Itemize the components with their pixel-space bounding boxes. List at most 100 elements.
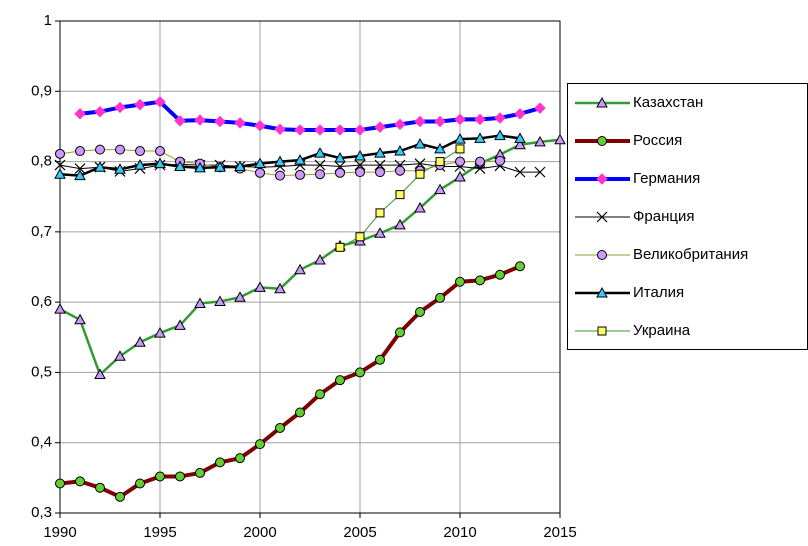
marker	[474, 132, 486, 143]
marker	[374, 227, 386, 238]
marker	[474, 113, 486, 126]
marker	[135, 478, 145, 489]
marker	[234, 291, 246, 302]
marker	[335, 167, 345, 178]
marker	[214, 115, 226, 128]
y-tick-label: 1	[44, 12, 52, 29]
marker	[115, 491, 125, 502]
marker	[596, 286, 608, 298]
marker	[175, 471, 185, 482]
marker	[154, 96, 166, 108]
marker	[154, 327, 166, 338]
marker	[275, 170, 285, 181]
marker	[195, 467, 205, 478]
marker	[174, 319, 186, 330]
marker	[274, 282, 286, 294]
marker	[75, 146, 85, 157]
marker	[294, 154, 306, 165]
x-tick-label: 1995	[143, 524, 176, 541]
marker	[597, 136, 607, 146]
marker	[134, 98, 146, 111]
marker	[94, 105, 106, 118]
legend-label: Казахстан	[633, 94, 703, 111]
marker	[534, 102, 546, 114]
marker	[255, 167, 265, 178]
marker	[334, 124, 346, 136]
marker	[375, 208, 385, 218]
marker	[455, 144, 465, 154]
marker	[94, 368, 106, 380]
marker	[314, 147, 326, 158]
marker	[495, 155, 505, 166]
marker	[374, 147, 386, 158]
marker	[554, 133, 566, 145]
marker	[597, 326, 607, 336]
marker	[114, 163, 126, 174]
y-tick-label: 0,4	[31, 434, 52, 451]
marker	[74, 313, 86, 325]
marker	[434, 142, 446, 154]
marker	[454, 171, 466, 182]
marker	[194, 114, 206, 126]
marker	[255, 439, 265, 450]
marker	[514, 166, 526, 178]
marker	[434, 183, 446, 195]
series	[54, 129, 526, 181]
marker	[295, 169, 305, 180]
marker	[275, 422, 285, 433]
marker	[475, 275, 485, 286]
marker	[114, 350, 126, 361]
marker	[315, 389, 325, 400]
legend-label: Франция	[633, 208, 694, 225]
marker	[75, 476, 85, 487]
y-tick-label: 0,7	[31, 223, 52, 240]
marker	[254, 281, 266, 292]
marker	[294, 124, 306, 136]
x-tick-label: 2010	[443, 524, 476, 541]
marker	[234, 117, 246, 129]
marker	[495, 269, 505, 280]
marker	[475, 156, 485, 167]
marker	[435, 292, 445, 303]
marker	[514, 108, 526, 120]
marker	[274, 123, 286, 135]
marker	[154, 157, 166, 169]
marker	[455, 156, 465, 167]
marker	[194, 161, 206, 173]
marker	[134, 159, 146, 170]
marker	[254, 157, 266, 169]
marker	[54, 159, 66, 171]
marker	[354, 149, 366, 161]
marker	[434, 115, 446, 128]
y-tick-label: 0,8	[31, 153, 52, 170]
marker	[596, 96, 608, 108]
marker	[114, 101, 126, 114]
marker	[395, 190, 405, 200]
y-tick-label: 0,6	[31, 293, 52, 310]
marker	[454, 113, 466, 126]
marker	[95, 482, 105, 493]
legend-label: Италия	[633, 284, 684, 301]
marker	[515, 261, 525, 272]
marker	[135, 146, 145, 157]
marker	[234, 160, 246, 171]
marker	[214, 161, 226, 172]
series	[55, 261, 525, 502]
marker	[314, 253, 326, 265]
marker	[194, 297, 206, 309]
marker	[534, 166, 546, 178]
marker	[375, 354, 385, 365]
plot-frame	[59, 20, 561, 514]
marker	[315, 169, 325, 180]
marker	[334, 152, 346, 163]
marker	[155, 146, 165, 157]
marker	[374, 121, 386, 133]
x-tick-label: 2005	[343, 524, 376, 541]
legend-label: Россия	[633, 132, 682, 149]
marker	[534, 135, 546, 147]
marker	[335, 242, 345, 252]
marker	[254, 120, 266, 132]
legend: Казахстан Россия Германия Франция Великобрит…	[567, 83, 808, 350]
series	[54, 133, 566, 380]
